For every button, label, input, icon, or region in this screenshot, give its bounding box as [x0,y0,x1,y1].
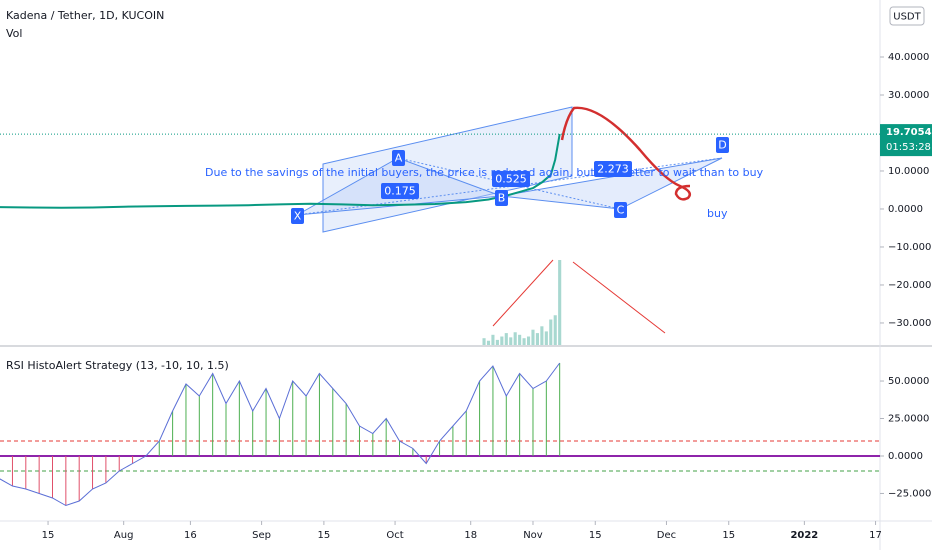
point-label: D [718,139,726,152]
ratio-box [492,171,530,187]
volume-bar [535,333,539,345]
y-tick-label: −30.0000 [888,318,932,329]
point-box [392,150,405,166]
volume-bar [531,329,535,345]
point-box [716,137,729,153]
volume-bar [549,319,553,345]
last-price-box [880,124,932,157]
volume-bar [504,333,508,345]
point-label: B [498,192,506,205]
countdown: 01:53:28 [886,142,931,153]
forecast-curve [560,106,691,201]
rsi-line [0,362,561,507]
x-tick-label: Nov [523,530,543,541]
volume-bar [558,260,562,345]
volume-bar [544,331,548,345]
marks: 40.0000 30.0000 10.0000 0.0000 −10.0000 −20.0… [0,52,932,541]
volume-bar [491,334,495,345]
y-tick-label: −10.0000 [888,242,932,253]
point-box [614,202,627,218]
x-tick-label: Aug [114,530,134,541]
y-tick-label: 50.0000 [888,376,929,387]
point-label: X [294,210,302,223]
x-tick-label: 15 [722,530,735,541]
x-tick-label: 18 [464,530,477,541]
volume-bar [522,338,526,345]
ratio-box [594,161,632,177]
volume-bar [495,339,499,345]
y-tick-label: 0.0000 [888,451,923,462]
buy-label: buy [707,207,728,220]
y-tick-label: 0.0000 [888,204,923,215]
volume-bar [486,340,491,345]
x-tick-label: 15 [589,530,602,541]
point-box [291,208,304,224]
x-tick-label: 17 [869,530,882,541]
volume-bar [518,334,522,345]
x-tick-label: Dec [657,530,676,541]
volume-bar [526,336,531,345]
symbol: Kadena / Tether, 1D, KUCOIN [6,9,164,22]
volume-legend: Vol [6,27,22,40]
last-price-label: 19.7054 [886,127,932,138]
y-tick-label: 40.0000 [888,52,929,63]
note: Due to the savings of the initial buyers… [205,166,764,179]
volume-bar [540,326,544,345]
volume-bar [482,338,486,345]
y-tick-label: 10.0000 [888,166,929,177]
ratio-label: 0.175 [384,185,416,198]
y-tick-label: 30.0000 [888,90,929,101]
point-label: A [395,152,403,165]
ratio-box [381,183,419,199]
x-tick-label: Sep [252,530,271,541]
y-tick-label: −20.0000 [888,280,932,291]
volume-bar [553,315,557,345]
volume-bar [509,337,513,345]
ratio-label: 2.273 [597,163,629,176]
channel [322,106,573,233]
point-box [495,190,508,206]
x-tick-label: 2022 [790,530,818,541]
x-tick-label: 15 [318,530,331,541]
point-label: C [617,204,625,217]
x-tick-label: Oct [386,530,403,541]
volume-bar [513,332,517,345]
y-tick-label: 25.0000 [888,414,929,425]
volume-bar [500,336,504,345]
volume-trend-up [492,259,554,327]
price-line [0,133,561,209]
pattern-xd [296,157,723,216]
currency[interactable]: USDT [893,12,921,23]
volume-trend-down [572,261,666,334]
currency-button[interactable] [889,6,925,26]
x-tick-label: 16 [184,530,197,541]
x-tick-label: 15 [42,530,55,541]
rsi-title: RSI HistoAlert Strategy (13, -10, 10, 1.… [6,359,229,372]
ratio-label: 0.525 [495,173,527,186]
y-tick-label: −25.0000 [888,488,932,499]
